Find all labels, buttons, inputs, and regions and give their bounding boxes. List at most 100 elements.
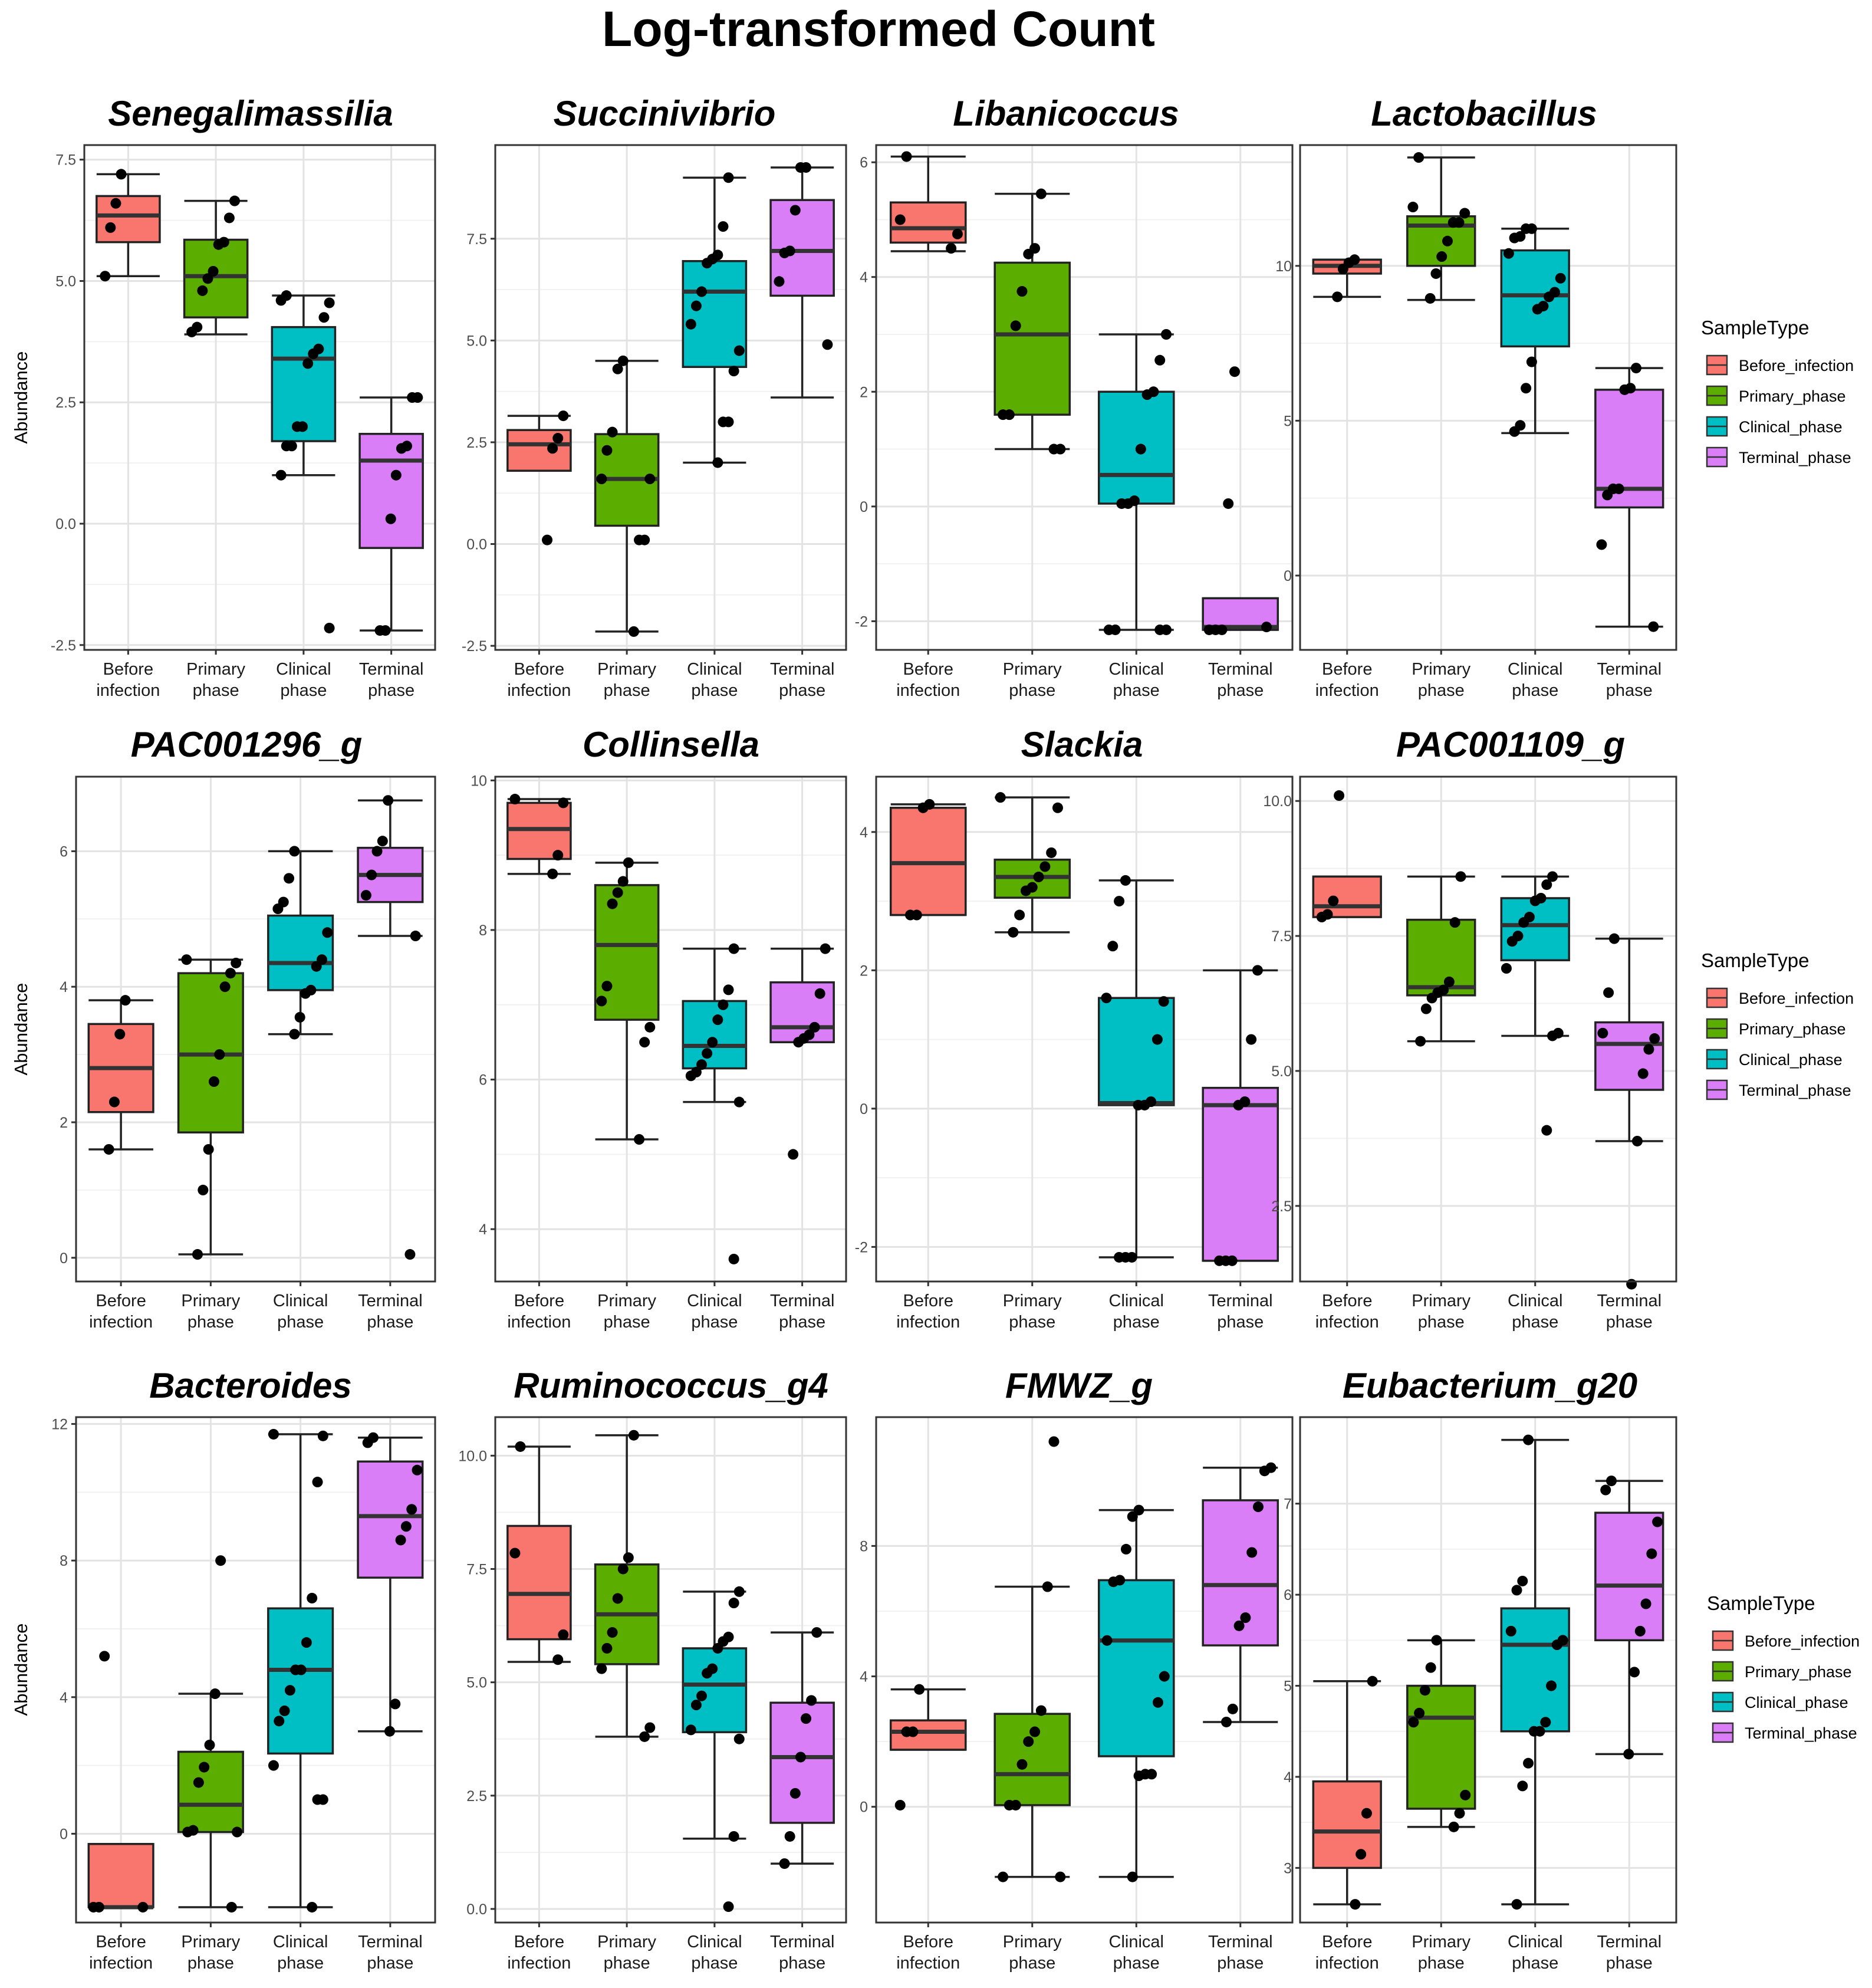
x-tick-label: infection <box>507 1313 571 1332</box>
data-point <box>733 1733 745 1744</box>
box-body <box>1406 1684 1476 1810</box>
box-clinical-phase <box>682 943 748 1264</box>
data-point <box>284 1685 295 1696</box>
y-tick-label: -2 <box>855 613 868 630</box>
legend-label: Before_infection <box>1745 1632 1860 1650</box>
data-point <box>279 1705 290 1716</box>
data-point <box>1603 987 1614 998</box>
data-point <box>685 1070 696 1082</box>
x-tick-label: phase <box>691 1313 738 1332</box>
legend-title: SampleType <box>1701 317 1809 339</box>
data-point <box>193 1777 204 1788</box>
x-tick-label: phase <box>604 1313 650 1332</box>
box-body <box>1406 918 1476 997</box>
data-point <box>789 1787 801 1799</box>
data-point <box>1127 1511 1138 1522</box>
y-tick-label: 10.0 <box>1263 793 1292 810</box>
legend-label: Before_infection <box>1739 357 1854 374</box>
panel-title: Slackia <box>1021 725 1143 764</box>
y-tick-label: 4 <box>860 824 868 841</box>
data-point <box>1447 217 1459 228</box>
x-tick-label: Clinical <box>276 660 331 679</box>
legend-key-clinical-phase: Clinical_phase <box>1706 416 1843 437</box>
data-point <box>607 898 618 909</box>
panel-border <box>494 1416 847 1924</box>
data-point <box>1523 1757 1534 1769</box>
box-terminal-phase <box>1594 363 1664 632</box>
data-point <box>1152 1034 1163 1045</box>
x-tick-label: Clinical <box>687 1292 742 1310</box>
data-point <box>1646 1548 1657 1559</box>
x-tick-label: phase <box>779 681 825 700</box>
y-tick-label: 5 <box>1284 1678 1292 1695</box>
box-primary-phase <box>1406 152 1476 304</box>
data-point <box>712 457 723 468</box>
x-tick-label: Primary <box>597 1933 656 1951</box>
data-point <box>400 1521 412 1532</box>
data-point <box>509 1547 521 1559</box>
panel-9: 0 4 8 12 Before infection Primary phase Clinical… <box>11 1366 436 1973</box>
data-point <box>384 1726 395 1737</box>
data-point <box>284 873 295 884</box>
legend-key-terminal-phase: Terminal_phase <box>1706 446 1851 468</box>
data-point <box>623 1552 634 1563</box>
plot-background <box>876 1417 1292 1923</box>
box-before-infection <box>889 1684 967 1810</box>
data-point <box>231 957 242 968</box>
data-point <box>707 1037 718 1048</box>
data-point <box>275 295 287 306</box>
data-point <box>404 1249 416 1260</box>
data-point <box>360 890 371 901</box>
panel-border <box>875 144 1294 651</box>
x-tick-label: infection <box>89 1313 153 1332</box>
data-point <box>901 1726 912 1737</box>
legend-label: Terminal_phase <box>1739 1082 1851 1099</box>
data-point <box>1413 152 1424 163</box>
data-point <box>733 345 745 356</box>
y-tick-label: 6 <box>1284 1587 1292 1603</box>
data-point <box>1608 933 1620 944</box>
y-tick-label: 6 <box>479 1072 487 1089</box>
data-point <box>1509 232 1520 244</box>
data-point <box>226 1901 237 1913</box>
box-primary-phase <box>177 1555 244 1913</box>
y-tick-label: 10 <box>471 773 487 789</box>
plot-background <box>495 1417 846 1923</box>
panel-title: Ruminococcus_g4 <box>514 1366 828 1405</box>
data-point <box>1518 917 1529 928</box>
x-tick-label: infection <box>896 1313 960 1332</box>
x-tick-label: Terminal <box>358 1933 423 1951</box>
data-point <box>300 988 311 999</box>
panel-border <box>494 144 847 651</box>
data-point <box>192 1249 203 1260</box>
y-tick-label: 5.0 <box>55 273 76 290</box>
data-point <box>215 1555 226 1566</box>
data-point <box>515 1441 526 1452</box>
data-point <box>607 1627 618 1638</box>
legend-key-terminal-phase: Terminal_phase <box>1712 1722 1857 1743</box>
x-tick-label: phase <box>1009 681 1055 700</box>
x-tick-label: Primary <box>1412 1933 1470 1951</box>
y-tick-label: -2.5 <box>462 638 487 655</box>
data-point <box>317 1430 328 1441</box>
data-point <box>1133 1770 1144 1782</box>
data-point <box>1648 621 1659 632</box>
data-point <box>1361 1808 1372 1819</box>
panel-border <box>875 1416 1294 1924</box>
data-point <box>644 474 656 485</box>
panel-1: -2.5 0.0 2.5 5.0 7.5 Before infection Primary ph… <box>11 94 436 700</box>
x-tick-label: phase <box>187 1954 234 1973</box>
data-point <box>208 266 219 277</box>
data-point <box>1448 1821 1459 1832</box>
data-point <box>1630 363 1641 374</box>
data-point <box>395 1534 406 1546</box>
x-tick-label: phase <box>779 1313 825 1332</box>
data-point <box>1252 1501 1264 1513</box>
data-point <box>1626 1279 1637 1290</box>
data-point <box>1152 1697 1163 1708</box>
data-point <box>998 409 1009 420</box>
data-point <box>390 469 402 481</box>
x-tick-label: phase <box>1418 1954 1465 1973</box>
x-tick-label: Primary <box>1412 1292 1470 1310</box>
data-point <box>1023 1736 1034 1747</box>
